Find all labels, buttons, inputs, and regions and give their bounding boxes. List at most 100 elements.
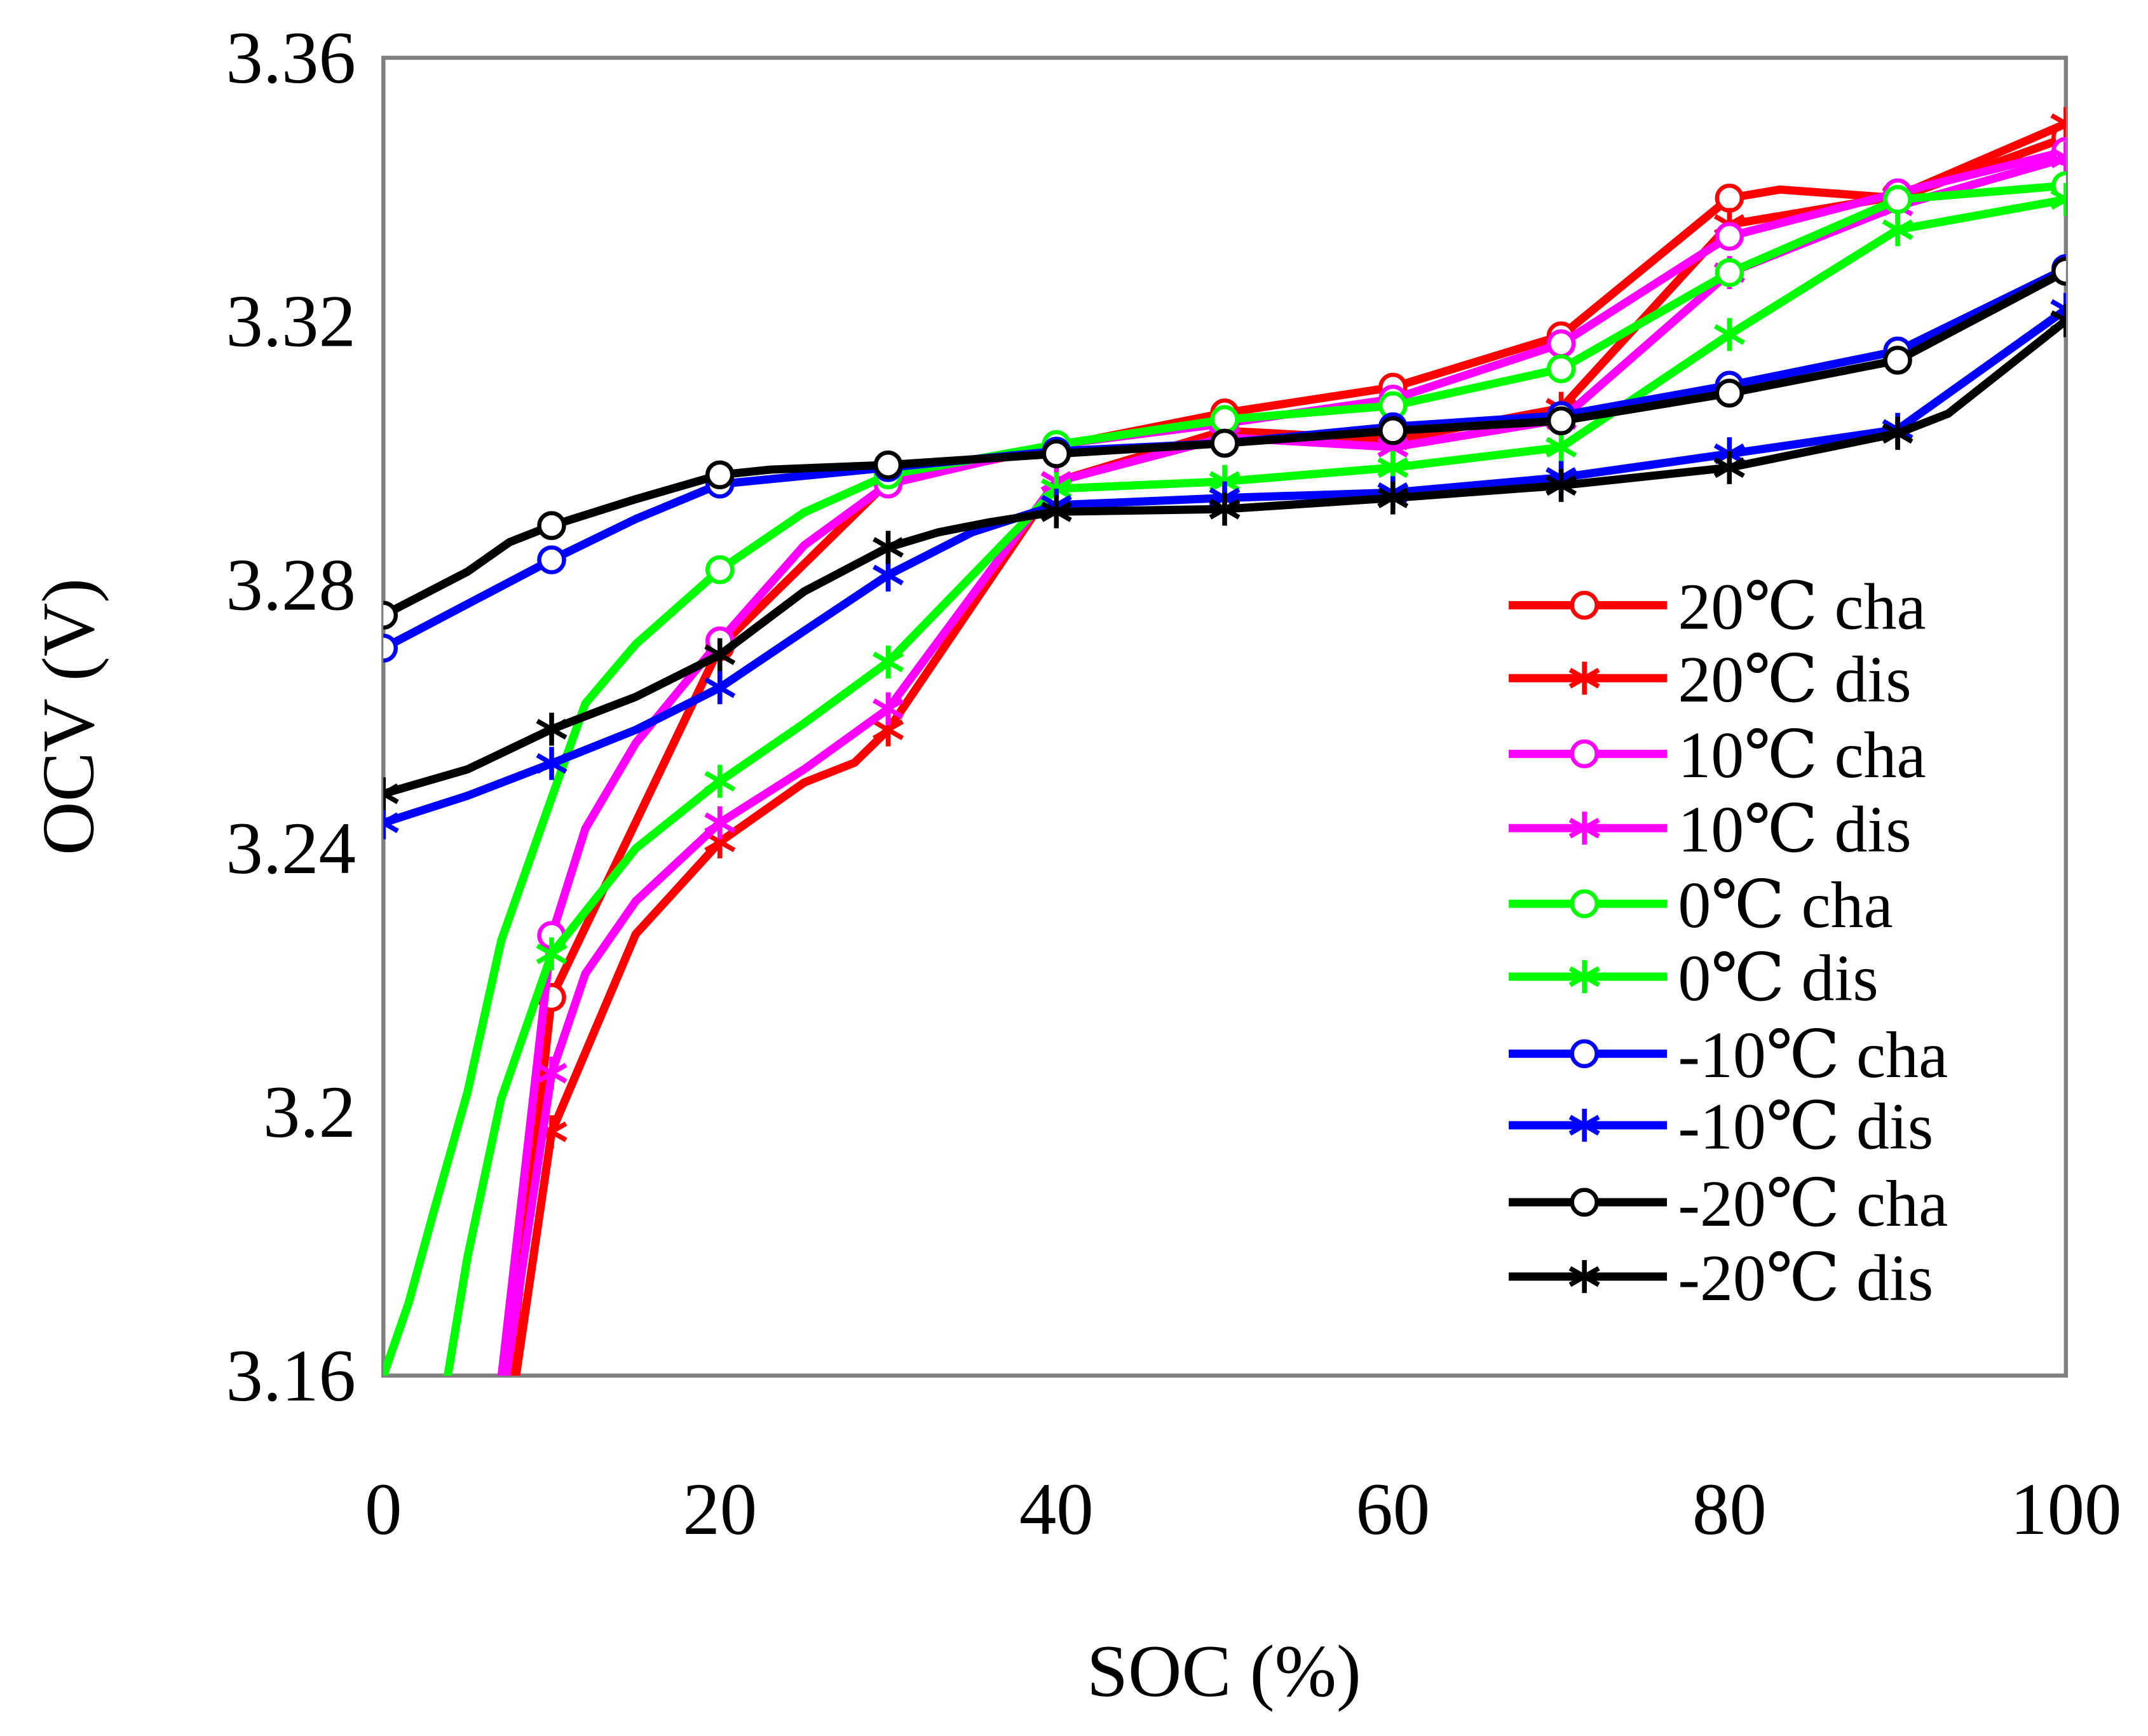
data-point-marker <box>873 692 904 726</box>
data-point-marker <box>705 555 735 585</box>
data-point-marker <box>705 460 735 490</box>
data-point-marker <box>1715 184 1744 213</box>
legend-label: -20℃ dis <box>1678 1242 1933 1315</box>
legend-label: 10℃ cha <box>1678 719 1926 792</box>
data-point-marker <box>873 451 903 480</box>
data-point-marker <box>1546 354 1576 384</box>
legend-label: 20℃ cha <box>1678 570 1926 643</box>
data-point-marker <box>536 747 568 780</box>
series-line <box>497 147 2066 1376</box>
data-point-marker <box>537 545 566 574</box>
data-point-marker <box>536 712 568 746</box>
data-point-marker <box>2051 257 2066 286</box>
data-point-marker <box>383 777 399 811</box>
data-point-marker <box>383 806 399 839</box>
data-point-marker <box>537 511 566 540</box>
data-point-marker <box>2050 304 2066 337</box>
legend-entry: -20℃ dis <box>1509 1242 1933 1315</box>
legend-entry: 10℃ cha <box>1509 719 1926 792</box>
data-point-marker <box>1713 318 1745 351</box>
legend-label: -10℃ dis <box>1678 1090 1933 1163</box>
data-point-marker <box>2050 182 2066 216</box>
plot-frame <box>381 55 2069 1378</box>
data-point-marker <box>1546 430 1577 464</box>
x-axis-label: SOC (%) <box>1087 1631 1361 1712</box>
legend-marker <box>1568 1259 1600 1293</box>
series-5 <box>443 182 2066 1376</box>
legend-entry: 0℃ dis <box>1509 942 1879 1015</box>
data-point-marker <box>1210 405 1239 434</box>
data-point-marker <box>536 937 568 971</box>
data-point-marker <box>1882 213 1913 247</box>
y-tick-label: 3.2 <box>263 1071 356 1153</box>
legend-entry: -10℃ cha <box>1509 1019 1948 1092</box>
y-tick-label: 3.24 <box>226 808 356 890</box>
data-point-marker <box>383 634 398 663</box>
legend-entry: -20℃ cha <box>1509 1167 1948 1240</box>
data-point-marker <box>1378 416 1408 445</box>
legend-marker <box>1568 661 1600 695</box>
y-axis-label: OCV (V) <box>27 578 109 855</box>
x-tick-label: 20 <box>683 1468 757 1550</box>
legend-marker <box>1570 1039 1599 1068</box>
data-point-marker <box>1883 185 1912 214</box>
series-line <box>383 181 2066 1376</box>
x-tick-label: 60 <box>1356 1468 1430 1550</box>
data-point-marker <box>2050 141 2066 175</box>
y-tick-label: 3.32 <box>226 281 356 363</box>
series-8 <box>383 257 2066 630</box>
legend-marker <box>1568 811 1600 845</box>
data-point-marker <box>704 671 736 705</box>
series-layer <box>383 107 2066 1376</box>
axis-layer: 0 20 40 60 80 100 3.16 3.2 3.24 3.28 3.32 3.36 <box>226 17 2121 1550</box>
data-point-marker <box>704 638 736 672</box>
legend-marker <box>1570 1188 1599 1217</box>
data-point-marker <box>1546 406 1576 436</box>
legend-marker <box>1570 590 1599 620</box>
series-9 <box>383 304 2066 811</box>
data-point-marker <box>1715 222 1744 251</box>
series-line <box>383 317 2066 798</box>
data-point-marker <box>1042 439 1071 468</box>
x-tick-label: 40 <box>1019 1468 1094 1550</box>
data-point-marker <box>1040 495 1072 529</box>
data-point-marker <box>1883 346 1912 375</box>
data-point-marker <box>873 645 904 679</box>
data-point-marker <box>1210 428 1239 458</box>
x-tick-label: 80 <box>1692 1468 1767 1550</box>
data-point-marker <box>873 558 904 592</box>
legend-label: 0℃ dis <box>1678 942 1878 1015</box>
legend-marker <box>1570 739 1599 769</box>
y-tick-label: 3.36 <box>226 17 356 99</box>
data-point-marker <box>1377 481 1409 515</box>
legend-marker <box>1568 1108 1600 1142</box>
legend-entry: -10℃ dis <box>1509 1090 1933 1163</box>
data-point-marker <box>1713 451 1745 484</box>
data-point-marker <box>2050 107 2066 140</box>
legend-entry: 20℃ cha <box>1509 570 1926 643</box>
data-point-marker <box>1715 378 1744 408</box>
data-point-marker <box>1882 417 1913 450</box>
legend-entry: 10℃ dis <box>1509 793 1912 866</box>
legend-marker <box>1570 889 1599 919</box>
data-point-marker <box>704 806 736 839</box>
y-tick-label: 3.28 <box>226 544 356 626</box>
y-tick-label: 3.16 <box>226 1335 356 1417</box>
legend-marker <box>1568 960 1600 993</box>
legend-entry: 0℃ cha <box>1509 869 1893 942</box>
series-line <box>501 154 2066 1376</box>
data-point-marker <box>1209 492 1241 526</box>
legend-label: -20℃ cha <box>1678 1167 1948 1240</box>
legend-entry: 20℃ dis <box>1509 643 1912 716</box>
legend-label: 20℃ dis <box>1678 643 1911 716</box>
x-tick-label: 100 <box>2010 1468 2121 1550</box>
legend-label: 0℃ cha <box>1678 869 1893 942</box>
data-point-marker <box>873 531 904 564</box>
data-point-marker <box>1715 258 1744 287</box>
data-point-marker <box>1546 329 1576 358</box>
legend-label: -10℃ cha <box>1678 1019 1948 1092</box>
data-point-marker <box>704 764 736 798</box>
x-tick-label: 0 <box>365 1468 402 1550</box>
